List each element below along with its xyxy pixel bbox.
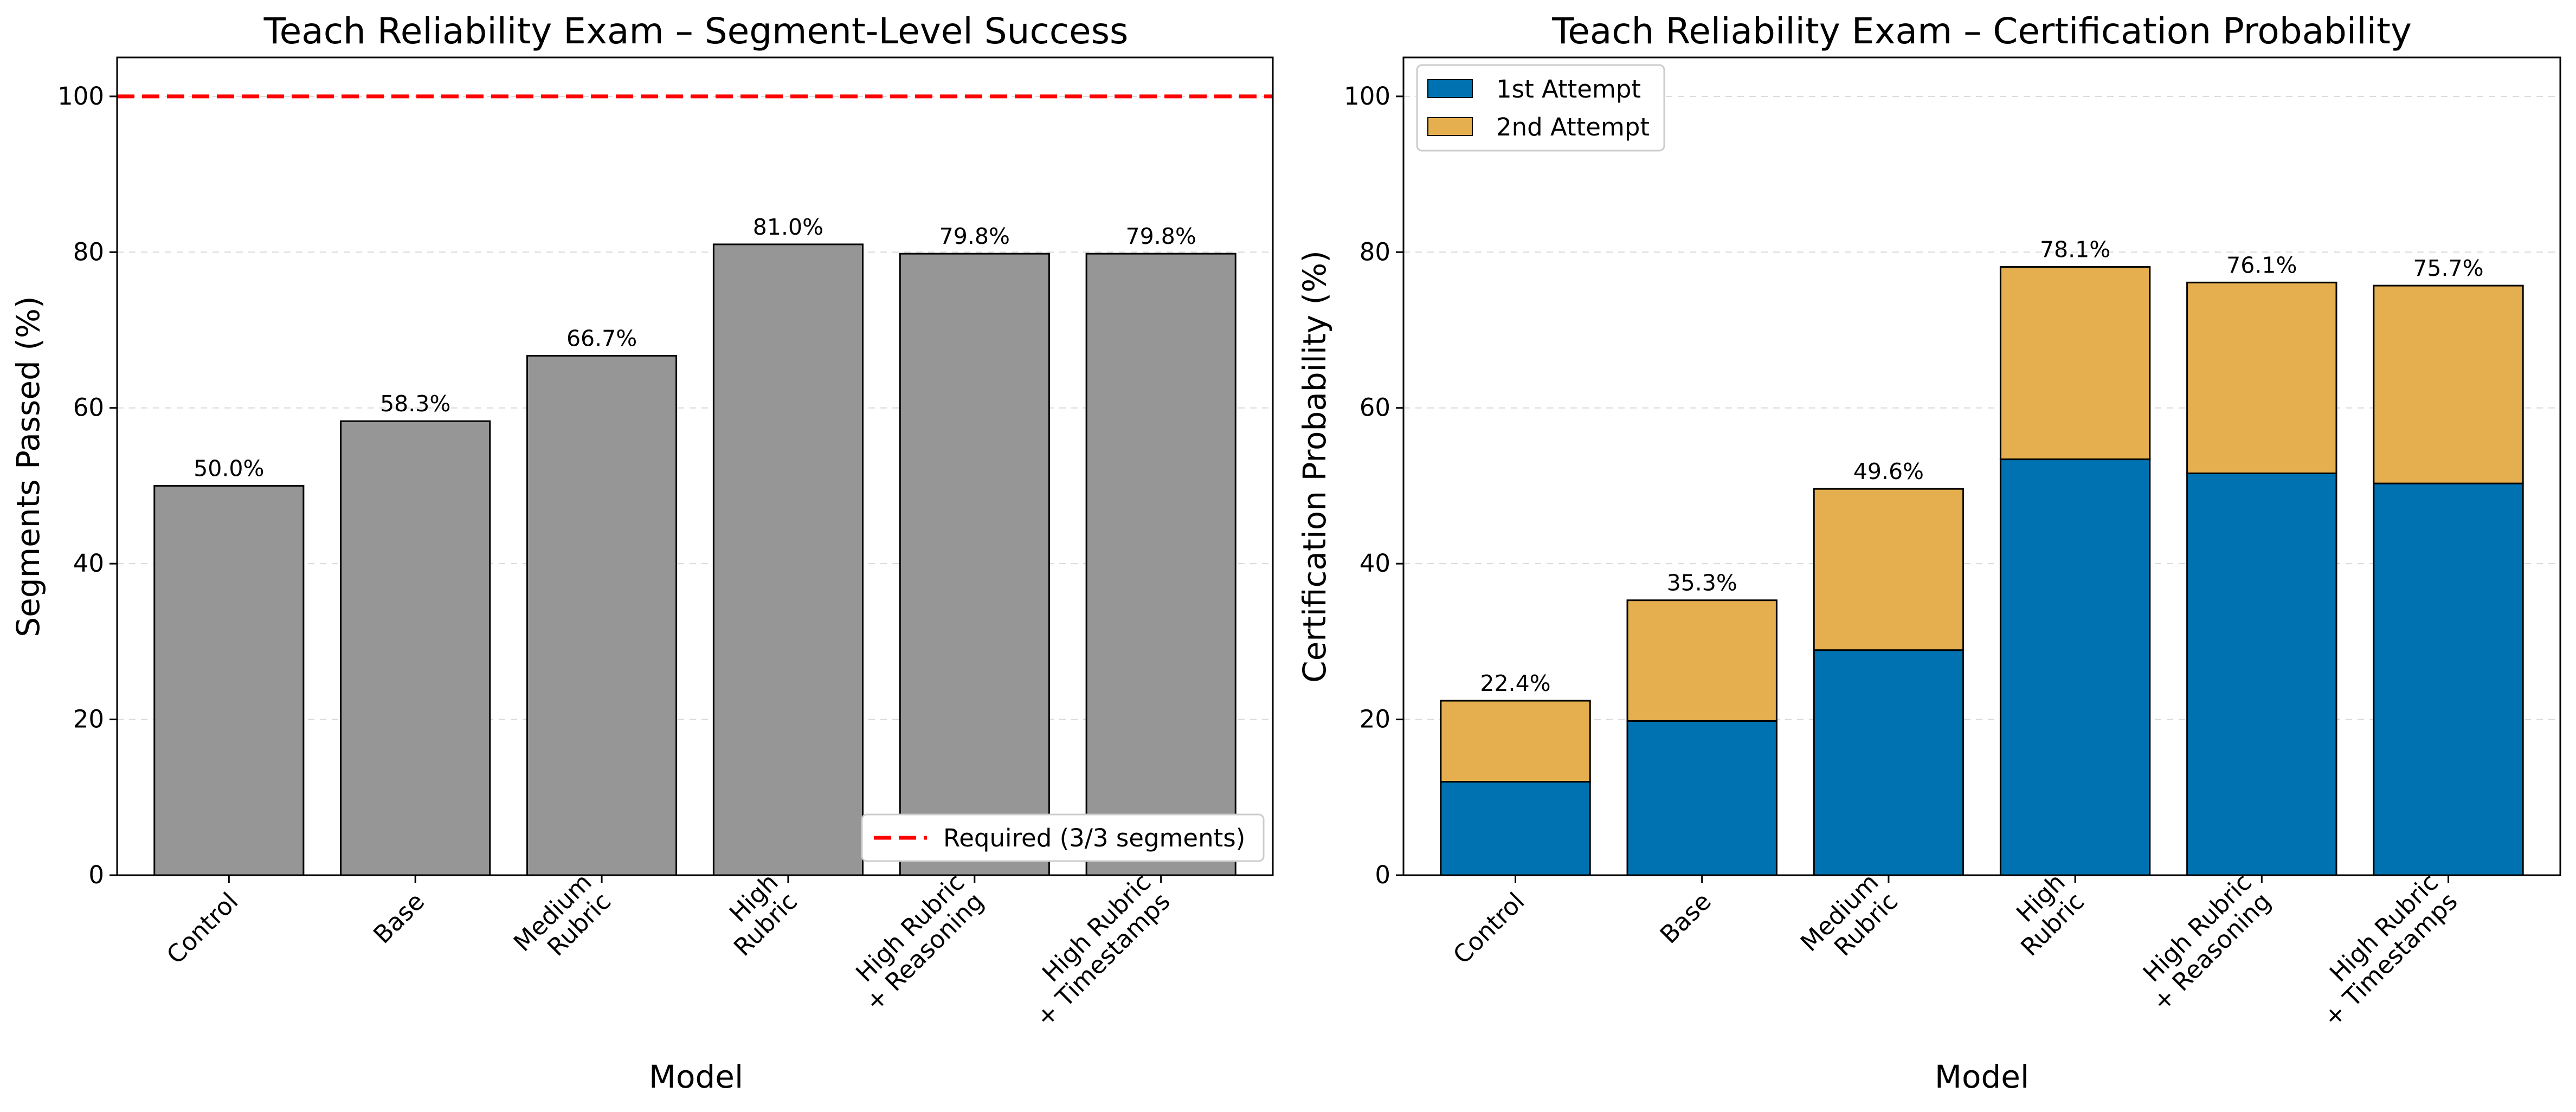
left-bar-value-control (153, 484, 305, 876)
right-y-tick-label-20: 20 (1360, 705, 1390, 734)
right-bar-2nd-attempt-control (1440, 700, 1591, 783)
right-legend-box (1416, 64, 1665, 152)
right-bar-2nd-attempt-high-rubric (1999, 266, 2151, 461)
left-y-tick-label-20: 20 (73, 705, 104, 734)
left-bar-value-high-rubric-reasoning (899, 253, 1050, 876)
left-legend-label: Required (3/3 segments) (943, 824, 1245, 852)
right-bar-2nd-attempt-medium-rubric (1813, 488, 1965, 651)
right-chart-panel: Teach Reliability Exam – Certification P… (1296, 10, 2561, 1095)
right-bar-1st-attempt-high-rubric-reasoning (2186, 472, 2337, 876)
right-value-label-medium-rubric: 49.6% (1853, 458, 1924, 484)
left-bars (153, 243, 1237, 876)
left-value-labels: 50.0% 58.3% 66.7% 81.0% 79.8% 79.8% (194, 214, 1196, 482)
right-bar-1st-attempt-high-rubric (1999, 458, 2151, 876)
legend-swatch-2nd-attempt (1427, 117, 1473, 136)
left-bar-value-medium-rubric (526, 354, 678, 876)
right-value-label-high-rubric-reasoning: 76.1% (2226, 252, 2297, 278)
legend-label-2nd-attempt: 2nd Attempt (1496, 113, 1650, 141)
left-legend: Required (3/3 segments) (861, 813, 1265, 862)
left-y-ticks: 0 20 40 60 80 100 (57, 82, 117, 889)
right-value-label-high-rubric: 78.1% (2040, 237, 2110, 263)
right-y-tick-label-60: 60 (1360, 393, 1390, 422)
right-legend: 1st Attempt 2nd Attempt (1416, 64, 1665, 152)
right-bar-2nd-attempt-high-rubric-reasoning (2186, 281, 2337, 474)
left-value-label-high-rubric: 81.0% (753, 214, 823, 240)
right-value-labels: 22.4% 35.3% 49.6% 78.1% 76.1% 75.7% (1480, 237, 2483, 696)
left-y-tick-label-40: 40 (73, 549, 104, 578)
right-bars (1440, 266, 2524, 876)
right-value-label-high-rubric-timestamps: 75.7% (2413, 255, 2483, 281)
left-x-axis-label: Model (649, 1058, 743, 1095)
right-bar-2nd-attempt-base (1626, 599, 1778, 722)
right-y-tick-label-80: 80 (1360, 237, 1390, 266)
legend-label-1st-attempt: 1st Attempt (1496, 75, 1641, 104)
left-value-label-control: 50.0% (194, 455, 264, 481)
left-chart-panel: Teach Reliability Exam – Segment-Level S… (10, 10, 1274, 1095)
right-value-label-control: 22.4% (1480, 670, 1550, 696)
left-chart-title: Teach Reliability Exam – Segment-Level S… (263, 10, 1129, 52)
left-y-tick-label-60: 60 (73, 393, 104, 422)
left-value-label-high-rubric-timestamps: 79.8% (1126, 223, 1196, 249)
right-y-ticks: 0 20 40 60 80 100 (1344, 82, 1403, 889)
right-bar-1st-attempt-medium-rubric (1813, 649, 1965, 876)
left-legend-box (861, 813, 1265, 862)
left-value-label-medium-rubric: 66.7% (566, 325, 637, 351)
right-x-axis-label: Model (1935, 1058, 2029, 1095)
left-y-tick-label-80: 80 (73, 237, 104, 266)
left-bar-value-high-rubric-timestamps (1085, 253, 1237, 876)
legend-swatch-1st-attempt (1427, 79, 1473, 98)
left-y-tick-label-100: 100 (57, 82, 104, 111)
right-bar-2nd-attempt-high-rubric-timestamps (2373, 285, 2524, 484)
right-y-tick-label-40: 40 (1360, 549, 1390, 578)
right-y-tick-label-100: 100 (1344, 82, 1390, 111)
left-y-tick-label-0: 0 (88, 861, 104, 889)
right-plot-frame (1402, 56, 2561, 876)
left-bar-value-base (340, 420, 491, 876)
right-value-label-base: 35.3% (1667, 570, 1737, 596)
left-plot-frame (116, 56, 1274, 876)
right-y-axis-label: Certification Probability (%) (1296, 250, 1333, 683)
right-bar-1st-attempt-high-rubric-timestamps (2373, 482, 2524, 876)
right-chart-title: Teach Reliability Exam – Certification P… (1551, 10, 2412, 52)
left-value-label-base: 58.3% (380, 391, 450, 417)
right-bar-1st-attempt-control (1440, 781, 1591, 876)
left-bar-value-high-rubric (712, 243, 864, 876)
left-y-axis-label: Segments Passed (%) (10, 296, 47, 637)
left-value-label-high-rubric-reasoning: 79.8% (939, 223, 1010, 249)
right-bar-1st-attempt-base (1626, 720, 1778, 876)
right-y-tick-label-0: 0 (1375, 861, 1390, 889)
